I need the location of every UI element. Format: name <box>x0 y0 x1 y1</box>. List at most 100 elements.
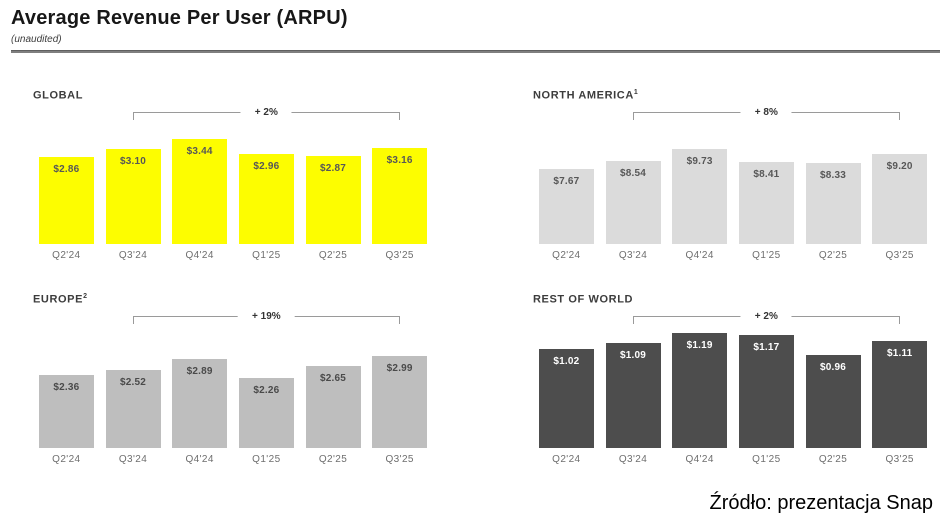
bar-column: $8.33 <box>800 163 867 244</box>
chart-title-north-america: NORTH AMERICA1 <box>533 86 933 102</box>
chart-north-america: NORTH AMERICA1 + 8% $7.67 $8.54 $9.73 $8.41… <box>533 86 933 261</box>
x-axis-label: Q1'25 <box>752 250 781 261</box>
bar-column: $2.52 <box>100 370 167 448</box>
bar-column: $7.67 <box>533 169 600 244</box>
bar-value-label: $1.02 <box>553 356 580 367</box>
growth-bracket: + 2% <box>133 106 400 120</box>
bar-Q2'25: $0.96 <box>805 355 861 448</box>
growth-annotation: + 2% <box>240 106 292 120</box>
x-axis-label: Q3'24 <box>618 454 648 465</box>
bar-Q4'24: $2.89 <box>172 359 228 448</box>
chart-global: GLOBAL + 2% $2.86 $3.10 $3.44 $2.96 $2.87 $3.… <box>33 86 433 261</box>
bar-column: $9.20 <box>866 154 933 244</box>
chart-europe: EUROPE2 + 19% $2.36 $2.52 $2.89 $2.26 $2.65 $… <box>33 290 433 465</box>
bar-column: $8.41 <box>733 162 800 244</box>
x-axis-label: Q3'25 <box>385 250 414 261</box>
bar-value-label: $2.99 <box>386 363 413 374</box>
growth-annotation: + 2% <box>740 310 792 324</box>
bar-value-label: $0.96 <box>820 362 847 373</box>
x-axis-label: Q4'24 <box>185 250 214 261</box>
page-subtitle: (unaudited) <box>11 34 62 45</box>
chart-title-footnote: 1 <box>633 89 639 96</box>
x-axis-label: Q1'25 <box>252 250 281 261</box>
x-axis-label: Q4'24 <box>685 250 714 261</box>
bar-value-label: $2.65 <box>320 373 347 384</box>
bar-value-label: $2.87 <box>320 163 347 174</box>
x-axis-labels: Q2'24 Q3'24 Q4'24 Q1'25 Q2'25 Q3'25 <box>33 250 433 261</box>
x-axis-label: Q2'24 <box>552 454 581 465</box>
bar-column: $2.87 <box>300 156 367 244</box>
x-axis-label: Q4'24 <box>685 454 714 465</box>
x-axis-label: Q2'25 <box>818 454 848 465</box>
growth-annotation: + 8% <box>740 106 792 120</box>
header-divider <box>11 50 940 53</box>
bar-Q4'24: $1.19 <box>672 333 728 448</box>
x-axis-label: Q2'25 <box>318 250 348 261</box>
chart-title-text: GLOBAL <box>33 89 84 102</box>
bar-column: $2.65 <box>300 366 367 448</box>
bar-value-label: $2.26 <box>253 385 280 396</box>
bar-value-label: $1.19 <box>686 340 713 351</box>
growth-annotation: + 19% <box>238 310 295 324</box>
bar-column: $1.11 <box>866 341 933 448</box>
growth-bracket: + 8% <box>633 106 900 120</box>
chart-title-rest-of-world: REST OF WORLD <box>533 290 933 306</box>
growth-bracket: + 2% <box>633 310 900 324</box>
bar-column: $2.89 <box>166 359 233 448</box>
bar-Q3'25: $1.11 <box>872 341 928 448</box>
chart-title-footnote: 2 <box>83 293 88 300</box>
bars-row: $1.02 $1.09 $1.19 $1.17 $0.96 $1.11 <box>533 316 933 448</box>
bar-column: $2.86 <box>33 157 100 244</box>
x-axis-labels: Q2'24 Q3'24 Q4'24 Q1'25 Q2'25 Q3'25 <box>33 454 433 465</box>
x-axis-label: Q2'25 <box>818 250 848 261</box>
bar-column: $1.19 <box>666 333 733 448</box>
bar-Q1'25: $2.26 <box>238 378 294 448</box>
bar-value-label: $8.41 <box>753 169 780 180</box>
bar-plot-global: + 2% $2.86 $3.10 $3.44 $2.96 $2.87 $3.16 Q2'2… <box>33 106 433 261</box>
bars-row: $7.67 $8.54 $9.73 $8.41 $8.33 $9.20 <box>533 112 933 244</box>
bar-value-label: $1.11 <box>886 348 913 359</box>
chart-title-text: NORTH AMERICA <box>533 89 634 102</box>
bar-Q2'24: $2.36 <box>38 375 94 448</box>
bar-column: $3.16 <box>366 148 433 244</box>
page-title: Average Revenue Per User (ARPU) <box>11 7 348 29</box>
header: Average Revenue Per User (ARPU) (unaudit… <box>0 0 945 53</box>
bar-value-label: $9.73 <box>686 156 713 167</box>
bar-value-label: $1.17 <box>753 342 780 353</box>
x-axis-label: Q3'24 <box>118 454 148 465</box>
bar-plot-rest-of-world: + 2% $1.02 $1.09 $1.19 $1.17 $0.96 $1.11 Q2'2… <box>533 310 933 465</box>
bar-column: $0.96 <box>800 355 867 448</box>
x-axis-label: Q3'25 <box>385 454 414 465</box>
x-axis-label: Q3'24 <box>618 250 648 261</box>
x-axis-label: Q2'24 <box>552 250 581 261</box>
bar-value-label: $8.54 <box>619 168 647 179</box>
bar-Q2'25: $2.87 <box>305 156 361 244</box>
x-axis-labels: Q2'24 Q3'24 Q4'24 Q1'25 Q2'25 Q3'25 <box>533 454 933 465</box>
bar-Q2'25: $8.33 <box>805 163 861 244</box>
bar-column: $2.26 <box>233 378 300 448</box>
x-axis-label: Q1'25 <box>752 454 781 465</box>
bar-Q3'24: $1.09 <box>605 343 661 448</box>
bar-column: $3.10 <box>100 149 167 244</box>
bar-value-label: $2.96 <box>253 161 280 172</box>
bar-column: $8.54 <box>600 161 667 244</box>
bar-Q2'24: $2.86 <box>38 157 94 244</box>
bar-Q4'24: $3.44 <box>172 139 228 244</box>
source-caption: Źródło: prezentacja Snap <box>709 492 933 514</box>
charts-grid: GLOBAL + 2% $2.86 $3.10 $3.44 $2.96 $2.87 $3.… <box>33 86 933 465</box>
x-axis-label: Q1'25 <box>252 454 281 465</box>
bar-Q2'24: $7.67 <box>538 169 594 244</box>
bar-Q2'25: $2.65 <box>305 366 361 448</box>
chart-title-global: GLOBAL <box>33 86 433 102</box>
bar-Q1'25: $8.41 <box>738 162 794 244</box>
bar-Q1'25: $1.17 <box>738 335 794 448</box>
bar-value-label: $7.67 <box>553 176 580 187</box>
bar-Q3'24: $3.10 <box>105 149 161 244</box>
bar-Q1'25: $2.96 <box>238 154 294 244</box>
bar-column: $2.36 <box>33 375 100 448</box>
bar-column: $1.09 <box>600 343 667 448</box>
chart-title-text: EUROPE <box>33 293 84 306</box>
x-axis-label: Q2'24 <box>52 454 81 465</box>
bar-Q4'24: $9.73 <box>672 149 728 244</box>
